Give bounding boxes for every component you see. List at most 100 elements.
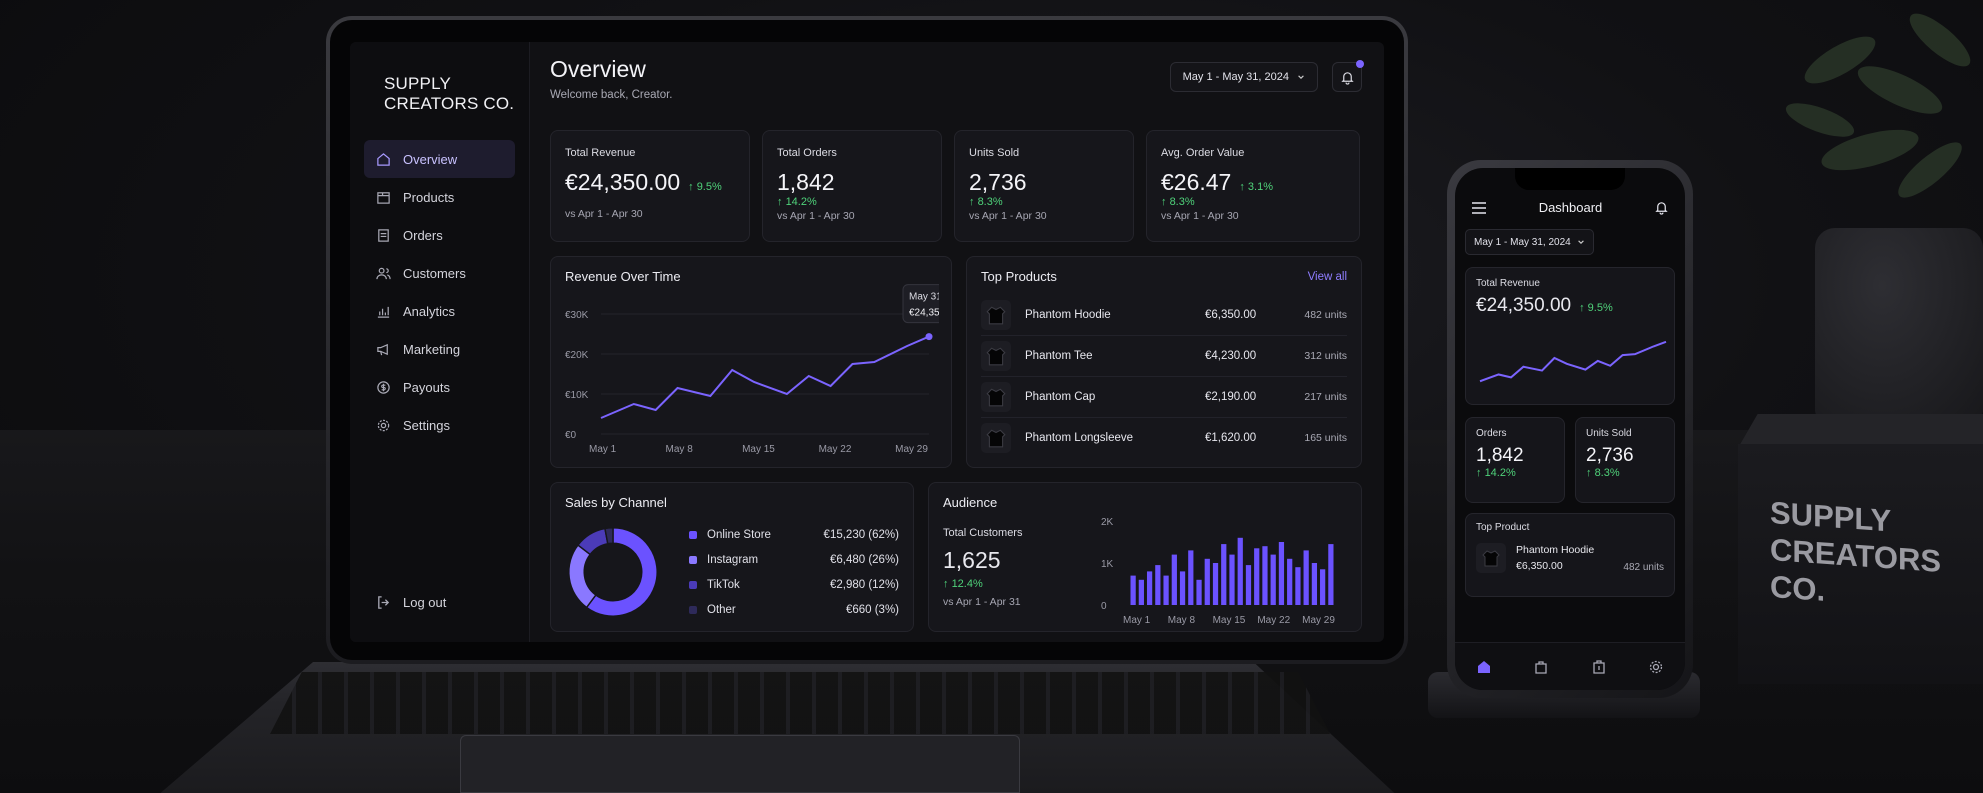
phone-orders-value: 1,842 xyxy=(1476,445,1524,466)
phone-bell-icon[interactable] xyxy=(1654,200,1669,215)
phone-revenue-change: ↑ 9.5% xyxy=(1579,302,1613,314)
phone-orders-change: ↑ 14.2% xyxy=(1476,467,1516,479)
sales-channel-panel: Sales by Channel Online Store €15,230 (62… xyxy=(550,482,914,632)
table-row[interactable]: Phantom Longsleeve €1,620.00 165 units xyxy=(981,417,1347,458)
phone-orders-label: Orders xyxy=(1476,428,1507,439)
kpi-value: 2,736 xyxy=(969,169,1027,195)
clipboard-icon xyxy=(378,228,389,242)
view-all-link[interactable]: View all xyxy=(1307,270,1347,283)
sidebar-item-label: Analytics xyxy=(403,303,456,319)
main-content: Overview Welcome back, Creator. May 1 - … xyxy=(530,42,1384,642)
laptop-bezel: SUPPLY CREATORS CO. Overview Products Orde… xyxy=(330,20,1404,660)
product-name: Phantom Tee xyxy=(1025,350,1093,362)
sales-channel-donut[interactable] xyxy=(565,522,661,622)
legend-item: Instagram €6,480 (26%) xyxy=(689,547,899,572)
sidebar-item-payouts[interactable]: Payouts xyxy=(364,368,515,406)
donut-slice xyxy=(568,544,597,609)
phone-top-price: €6,350.00 xyxy=(1516,560,1563,572)
bar xyxy=(1212,563,1219,605)
y-tick-label: €20K xyxy=(565,350,589,361)
sidebar-item-products[interactable]: Products xyxy=(364,178,515,216)
phone-units-value: 2,736 xyxy=(1586,445,1634,466)
revenue-chart-title: Revenue Over Time xyxy=(565,269,681,284)
date-range-picker[interactable]: May 1 - May 31, 2024 xyxy=(1169,62,1318,92)
chevron-down-icon xyxy=(1577,240,1584,244)
topbar: Overview Welcome back, Creator. May 1 - … xyxy=(550,56,1364,116)
kpi-card-orders[interactable]: Total Orders 1,842 ↑ 14.2% vs Apr 1 - Ap… xyxy=(762,130,942,242)
revenue-chart-panel: Revenue Over Time €0 €10K €20K €30K May 1 May… xyxy=(550,256,958,468)
kpi-change: ↑ 8.3% xyxy=(969,196,1003,208)
orders-icon[interactable] xyxy=(1591,659,1607,675)
phone-revenue-sparkline xyxy=(1479,340,1667,383)
phone-revenue-label: Total Revenue xyxy=(1476,278,1540,289)
phone-screen: Dashboard May 1 - May 31, 2024 Total Rev… xyxy=(1455,168,1685,690)
menu-icon[interactable] xyxy=(1471,201,1487,215)
longsleeve-icon xyxy=(981,423,1011,453)
kpi-row: Total Revenue €24,350.00 ↑ 9.5% vs Apr 1 … xyxy=(550,130,1362,242)
phone-revenue-card[interactable]: Total Revenue €24,350.00 ↑ 9.5% xyxy=(1465,267,1675,405)
kpi-card-revenue[interactable]: Total Revenue €24,350.00 ↑ 9.5% vs Apr 1 … xyxy=(550,130,750,242)
audience-panel: Audience Total Customers 1,625 ↑ 12.4% v… xyxy=(928,482,1362,632)
notifications-button[interactable] xyxy=(1332,60,1364,92)
phone-units-card[interactable]: Units Sold 2,736 ↑ 8.3% xyxy=(1575,417,1675,503)
bag-icon[interactable] xyxy=(1533,659,1549,675)
y-tick-label: €30K xyxy=(565,310,589,321)
kpi-card-aov[interactable]: Avg. Order Value €26.47 ↑ 3.1% ↑ 8.3% vs … xyxy=(1146,130,1360,242)
donut-slice xyxy=(604,527,614,545)
legend-item: Other €660 (3%) xyxy=(689,597,899,622)
kpi-compare: vs Apr 1 - Apr 30 xyxy=(969,210,1047,222)
dollar-icon xyxy=(377,380,390,394)
sparkline-path xyxy=(1479,340,1667,383)
sidebar-item-overview[interactable]: Overview xyxy=(364,140,515,178)
table-row[interactable]: Phantom Cap €2,190.00 217 units xyxy=(981,376,1347,417)
brand-line-1: SUPPLY xyxy=(384,74,452,93)
brand-logo[interactable]: SUPPLY CREATORS CO. xyxy=(384,74,515,114)
sales-channel-title: Sales by Channel xyxy=(565,495,667,510)
cap-icon xyxy=(981,382,1011,412)
audience-bar-chart[interactable]: 0 1K 2K May 1 May 8 May 15 May 22 May 29 xyxy=(1099,509,1339,629)
audience-value: 1,625 xyxy=(943,547,1001,573)
home-icon[interactable] xyxy=(1476,659,1492,675)
bar xyxy=(1295,567,1301,605)
gear-icon[interactable] xyxy=(1648,659,1664,675)
legend-label: Other xyxy=(707,603,736,616)
bar-chart-icon xyxy=(377,306,390,318)
sidebar-item-label: Settings xyxy=(403,417,450,433)
logout-button[interactable]: Log out xyxy=(376,595,446,610)
product-price: €2,190.00 xyxy=(1205,391,1257,403)
table-row[interactable]: Phantom Tee €4,230.00 312 units xyxy=(981,335,1347,376)
bar xyxy=(1287,558,1293,605)
phone-top-product-card[interactable]: Top Product Phantom Hoodie €6,350.00 482… xyxy=(1465,513,1675,597)
kpi-card-units[interactable]: Units Sold 2,736 ↑ 8.3% vs Apr 1 - Apr 3… xyxy=(954,130,1134,242)
sidebar-item-settings[interactable]: Settings xyxy=(364,406,515,444)
phone-orders-card[interactable]: Orders 1,842 ↑ 14.2% xyxy=(1465,417,1565,503)
middle-row: Revenue Over Time €0 €10K €20K €30K May 1 May… xyxy=(550,256,1362,468)
sidebar-item-orders[interactable]: Orders xyxy=(364,216,515,254)
bell-icon xyxy=(1340,71,1354,85)
sidebar-item-marketing[interactable]: Marketing xyxy=(364,330,515,368)
phone: Dashboard May 1 - May 31, 2024 Total Rev… xyxy=(1447,160,1693,698)
sidebar-item-analytics[interactable]: Analytics xyxy=(364,292,515,330)
product-name: Phantom Hoodie xyxy=(1025,308,1111,321)
phone-date-picker[interactable]: May 1 - May 31, 2024 xyxy=(1465,229,1594,255)
laptop-keyboard xyxy=(270,672,1330,734)
bar xyxy=(1130,575,1136,605)
kpi-label: Units Sold xyxy=(969,147,1020,159)
bar xyxy=(1138,579,1144,605)
hoodie-icon xyxy=(981,299,1011,330)
sidebar-item-customers[interactable]: Customers xyxy=(364,254,515,292)
x-tick-label: May 22 xyxy=(819,444,852,455)
tshirt-icon xyxy=(981,341,1011,371)
donut-slice xyxy=(585,527,658,617)
tooltip-value: €24,350 xyxy=(909,308,939,319)
revenue-chart[interactable]: €0 €10K €20K €30K May 1 May 8 May 15 May 22 May … xyxy=(565,284,958,464)
x-tick-label: May 22 xyxy=(1257,615,1290,626)
notification-dot xyxy=(1356,60,1364,68)
box-icon xyxy=(377,191,390,204)
hoodie-icon xyxy=(1476,543,1506,573)
legend-swatch xyxy=(689,530,697,539)
table-row[interactable]: Phantom Hoodie €6,350.00 482 units xyxy=(981,294,1347,335)
legend-value: €2,980 (12%) xyxy=(829,578,899,591)
product-name: Phantom Longsleeve xyxy=(1025,432,1134,444)
bar xyxy=(1146,571,1153,605)
